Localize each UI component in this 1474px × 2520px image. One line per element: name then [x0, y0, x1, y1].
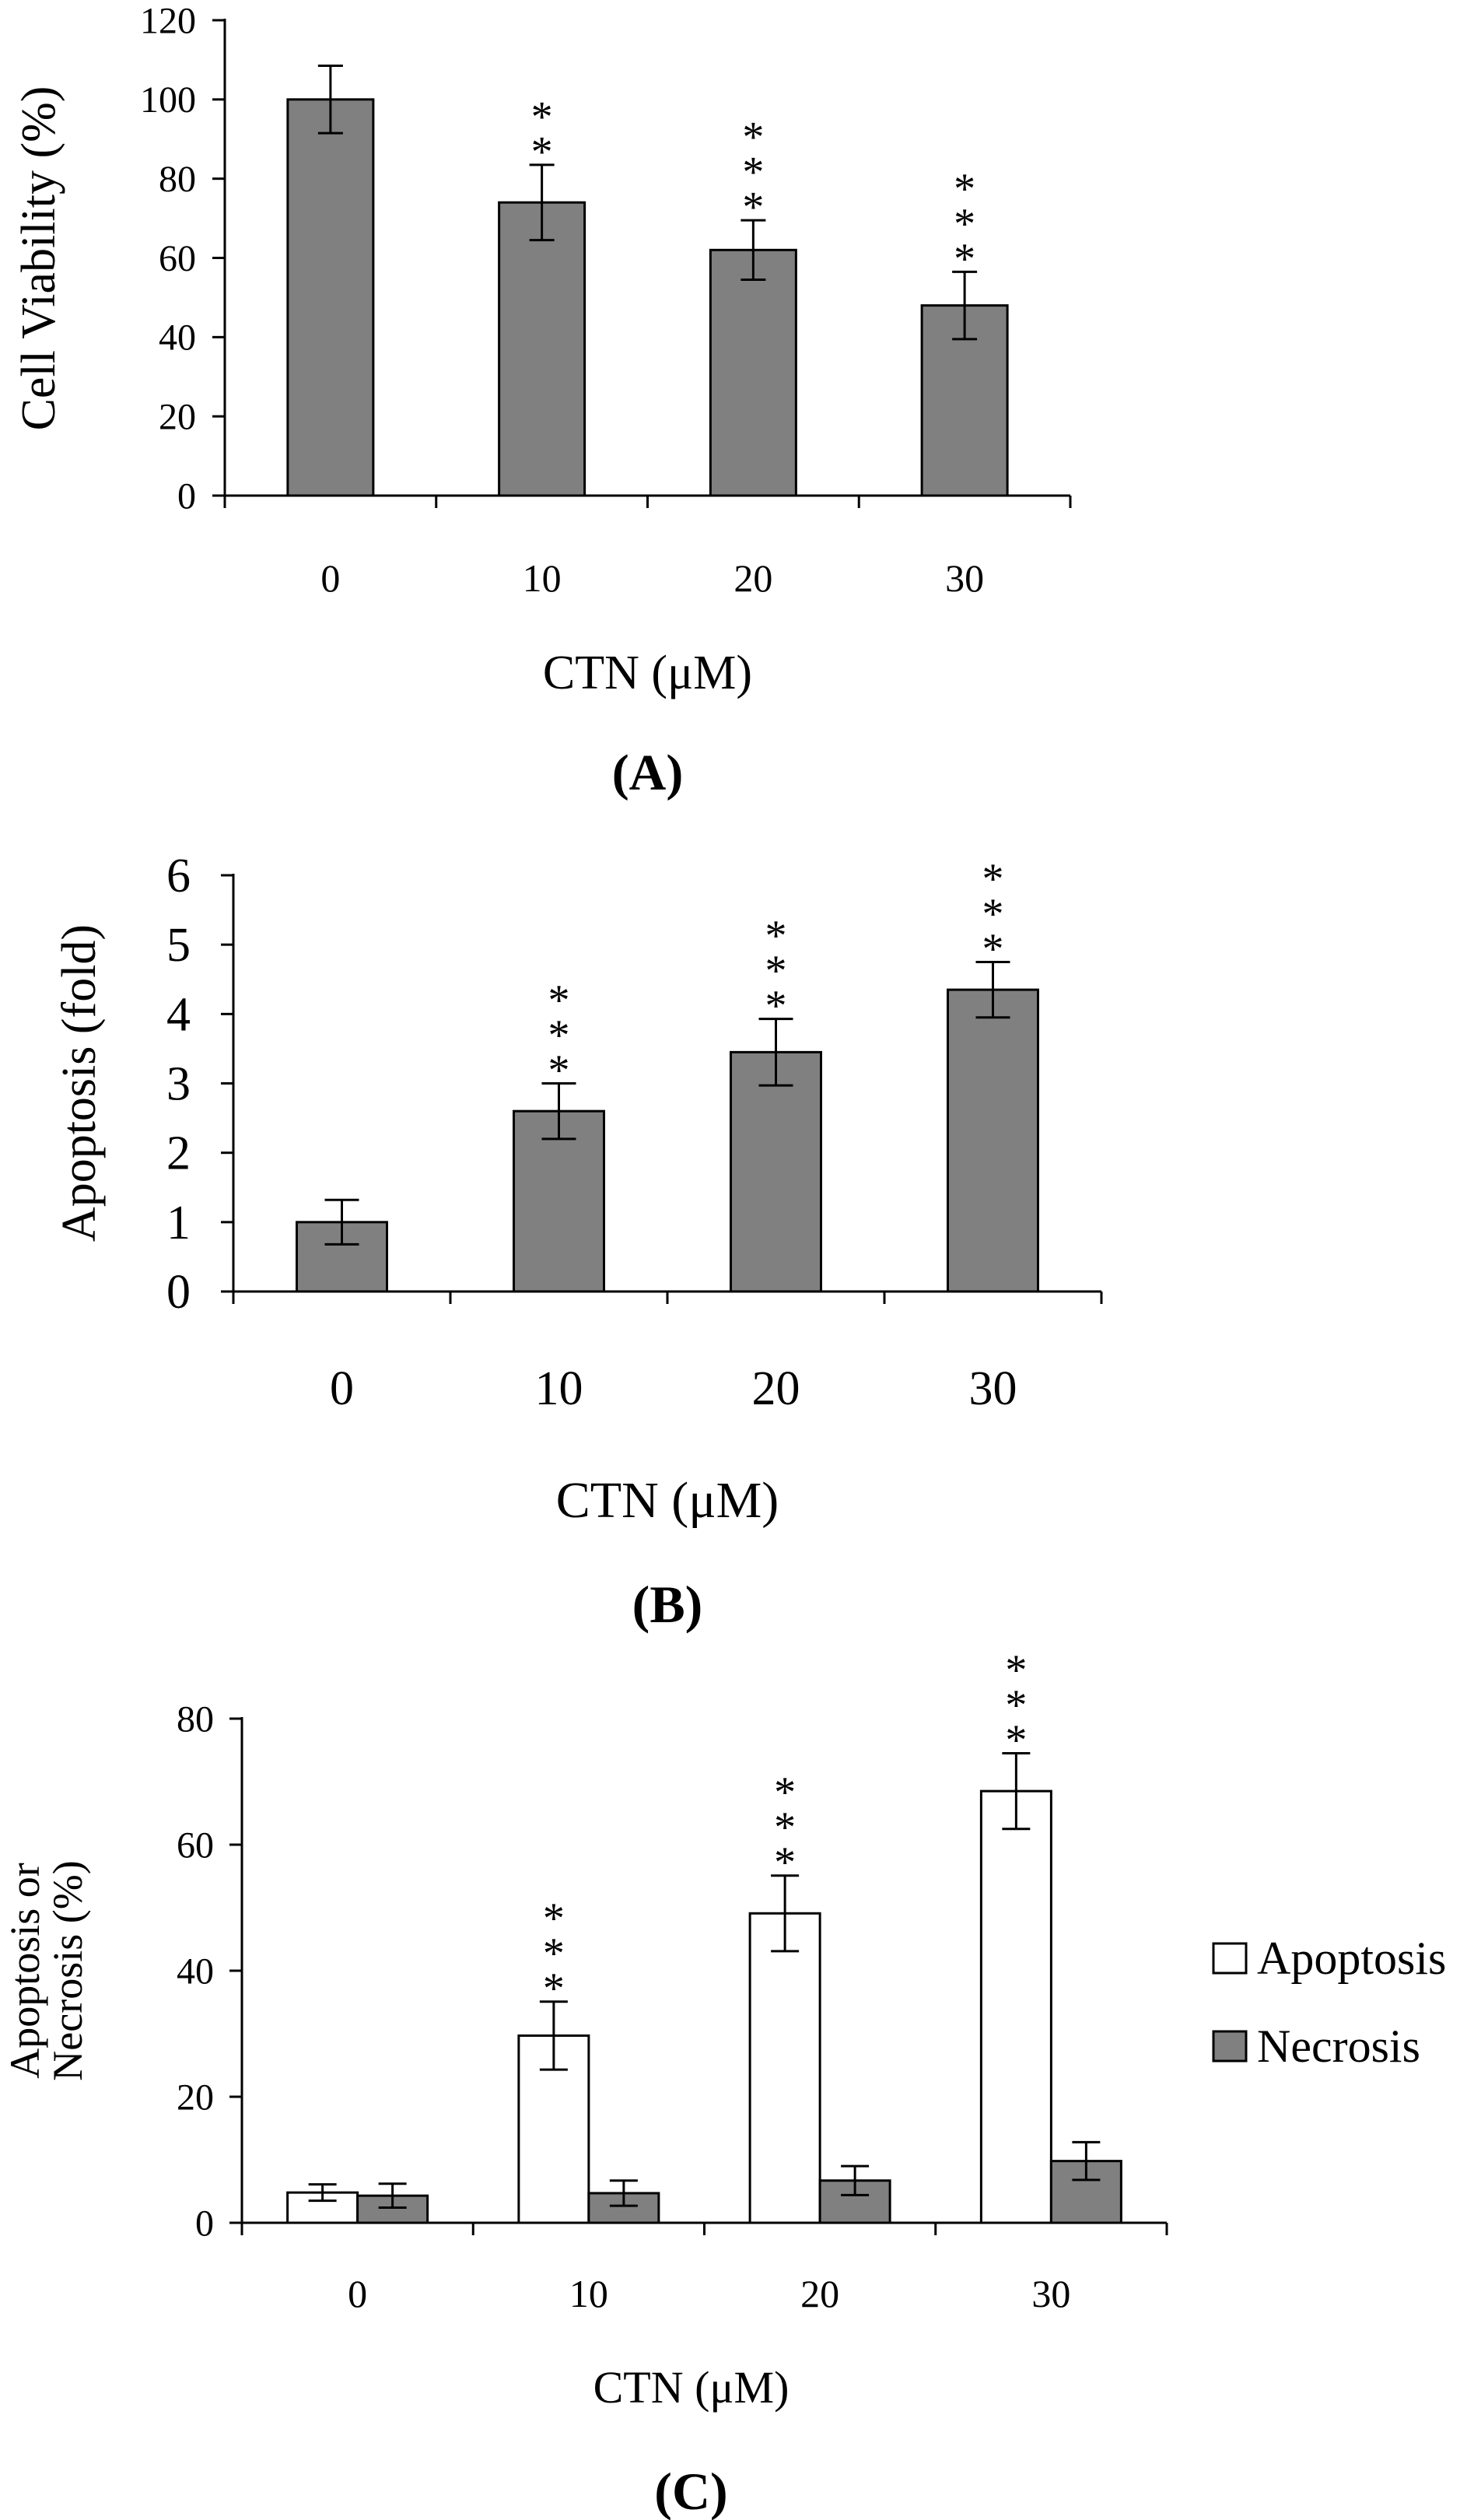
panel-b-x-axis-label: CTN (μM): [556, 1472, 779, 1529]
panel-b-y-tick-label: 4: [166, 988, 191, 1041]
panel-b-significance-star: *: [982, 925, 1004, 973]
panel-b-significance-star: *: [765, 982, 787, 1030]
panel-c-significance-star: *: [1005, 1681, 1027, 1730]
panel-b-y-tick-label: 3: [166, 1058, 191, 1111]
panel-c-bar-apoptosis: [748, 1912, 821, 2224]
panel-c-y-tick-label: 60: [177, 1824, 214, 1866]
panel-a-y-tick-label: 60: [159, 238, 196, 279]
panel-c-significance-star: *: [543, 1929, 565, 1978]
panel-c-category-label: 20: [800, 2272, 839, 2315]
panel-b-significance-star: *: [982, 855, 1004, 903]
panel-c-y-tick-label: 20: [177, 2077, 214, 2118]
panel-a-significance-star: *: [954, 235, 975, 283]
panel-a-y-axis-label: Cell Viability (%): [12, 86, 65, 431]
panel-b-bar-apoptosis: [947, 988, 1039, 1293]
panel-b-category-label: 10: [535, 1362, 583, 1415]
panel-c-significance-star: *: [543, 1964, 565, 2013]
legend-label-apoptosis: Apoptosis: [1257, 1933, 1446, 1984]
panel-c-y-tick-label: 80: [177, 1698, 214, 1740]
panel-a-y-tick-label: 100: [140, 79, 196, 121]
panel-a-bar-cell-viability: [498, 201, 586, 497]
panel-a-x-axis-label: CTN (μM): [543, 647, 752, 699]
panel-c-y-tick-label: 0: [195, 2203, 214, 2244]
panel-b-significance-star: *: [548, 976, 570, 1025]
panel-a-significance-star: *: [742, 184, 764, 232]
panel-a-significance-star: *: [742, 149, 764, 197]
panel-c-bar-apoptosis: [979, 1789, 1052, 2224]
panel-b-y-tick-label: 1: [166, 1197, 191, 1249]
panel-a-category-label: 30: [945, 556, 984, 600]
panel-b-y-tick-label: 0: [166, 1266, 191, 1319]
panel-c-y-axis-label: Necrosis (%): [44, 1860, 91, 2080]
panel-a-y-tick-label: 120: [140, 0, 196, 41]
panel-a-y-tick-label: 0: [177, 475, 196, 517]
panel-a-y-tick-label: 20: [159, 396, 196, 437]
panel-c-category-label: 30: [1031, 2272, 1070, 2315]
panel-c-label: (C): [654, 2462, 727, 2520]
panel-c-significance-star: *: [1005, 1646, 1027, 1695]
panel-b-bar-apoptosis: [730, 1050, 822, 1293]
panel-b-y-tick-label: 5: [166, 919, 191, 972]
panel-c-x-axis-label: CTN (μM): [593, 2362, 790, 2413]
panel-c-y-tick-label: 40: [177, 1950, 214, 1992]
panel-c-significance-star: *: [774, 1803, 796, 1852]
panel-a-significance-star: *: [954, 165, 975, 213]
panel-a-category-label: 20: [733, 556, 772, 600]
panel-c-significance-star: *: [1005, 1716, 1027, 1765]
panel-b-y-tick-label: 6: [166, 850, 191, 903]
panel-b-category-label: 30: [969, 1362, 1017, 1415]
legend-swatch-necrosis: [1212, 2030, 1248, 2063]
panel-b-category-label: 20: [752, 1362, 800, 1415]
panel-a-y-tick-label: 80: [159, 159, 196, 200]
panel-b-label: (B): [632, 1575, 703, 1634]
panel-a-category-label: 10: [523, 556, 562, 600]
panel-b-y-axis-label: Apoptosis (fold): [53, 924, 106, 1242]
panel-a-significance-star: *: [954, 200, 975, 248]
panel-a-significance-star: *: [531, 93, 553, 141]
panel-b-significance-star: *: [548, 1046, 570, 1095]
panel-b-significance-star: *: [765, 912, 787, 960]
panel-a-significance-star: *: [531, 128, 553, 176]
legend-label-necrosis: Necrosis: [1257, 2021, 1420, 2072]
panel-b-y-tick-label: 2: [166, 1127, 191, 1180]
panel-a-category-label: 0: [320, 556, 340, 600]
panel-c-significance-star: *: [774, 1838, 796, 1887]
panel-c-y-axis-label: Apoptosis or: [2, 1863, 48, 2079]
panel-a-bar-cell-viability: [286, 98, 375, 497]
panel-b-significance-star: *: [548, 1011, 570, 1060]
panel-a-y-tick-label: 40: [159, 317, 196, 359]
panel-c-significance-star: *: [543, 1894, 565, 1943]
panel-c-significance-star: *: [774, 1768, 796, 1817]
panel-c-category-label: 0: [348, 2272, 367, 2315]
panel-b-category-label: 0: [330, 1362, 354, 1415]
panel-b-bar-apoptosis: [513, 1109, 605, 1293]
panel-b-significance-star: *: [982, 890, 1004, 938]
panel-c-category-label: 10: [569, 2272, 608, 2315]
panel-b-significance-star: *: [765, 947, 787, 995]
panel-a-bar-cell-viability: [709, 248, 797, 497]
panel-c-bar-necrosis: [1049, 2160, 1122, 2224]
legend-swatch-apoptosis: [1212, 1942, 1248, 1975]
panel-a-significance-star: *: [742, 114, 764, 162]
panel-a-label: (A): [612, 745, 684, 801]
